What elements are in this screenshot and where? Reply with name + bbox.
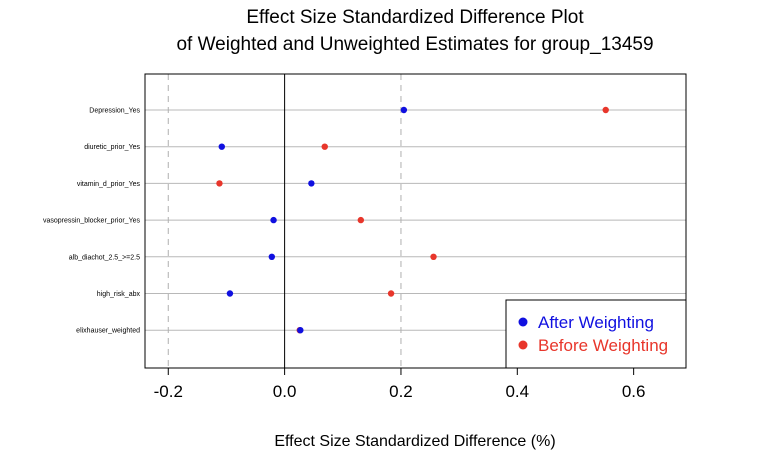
grid-lines <box>145 109 686 331</box>
legend-label-before: Before Weighting <box>538 336 668 355</box>
reference-lines <box>167 74 402 368</box>
point-before-weighting <box>321 143 328 150</box>
point-before-weighting <box>602 106 609 114</box>
x-axis: -0.2 0.0 0.2 0.4 0.6 <box>154 367 646 401</box>
legend-marker-after <box>518 317 528 327</box>
chart-title-line-1: Effect Size Standardized Difference Plot <box>246 7 584 28</box>
legend: After Weighting Before Weighting <box>505 299 687 369</box>
x-tick-label: 0.0 <box>273 382 297 401</box>
y-tick-label: elixhauser_weighted <box>76 328 140 335</box>
point-before-weighting <box>216 180 223 187</box>
x-axis-label: Effect Size Standardized Difference (%) <box>274 433 555 450</box>
point-after-weighting <box>297 327 304 334</box>
legend-box <box>505 299 687 369</box>
y-tick-label: vitamin_d_prior_Yes <box>77 181 141 188</box>
y-tick-label: high_risk_abx <box>97 291 141 298</box>
point-before-weighting <box>357 216 365 224</box>
y-tick-label: vasopressin_blocker_prior_Yes <box>43 218 141 225</box>
point-after-weighting <box>270 216 277 224</box>
point-before-weighting <box>430 253 437 260</box>
y-axis-labels: Depression_Yes diuretic_prior_Yes vitamin_… <box>43 108 141 335</box>
x-tick-label: 0.6 <box>622 382 646 401</box>
legend-marker-before <box>518 340 528 350</box>
data-points <box>216 106 609 334</box>
point-after-weighting <box>400 106 408 114</box>
x-tick-label: 0.2 <box>389 382 413 401</box>
point-after-weighting <box>268 253 276 260</box>
x-tick-label: -0.2 <box>154 382 183 401</box>
chart-title-line-2: of Weighted and Unweighted Estimates for… <box>176 34 653 55</box>
point-after-weighting <box>308 180 315 187</box>
point-before-weighting <box>387 290 395 297</box>
y-tick-label: alb_diachot_2.5_>=2.5 <box>69 254 140 261</box>
legend-label-after: After Weighting <box>538 313 654 332</box>
y-tick-label: Depression_Yes <box>89 108 140 115</box>
point-after-weighting <box>218 143 225 150</box>
x-tick-label: 0.4 <box>505 382 529 401</box>
point-after-weighting <box>226 290 234 297</box>
y-tick-label: diuretic_prior_Yes <box>84 144 140 151</box>
